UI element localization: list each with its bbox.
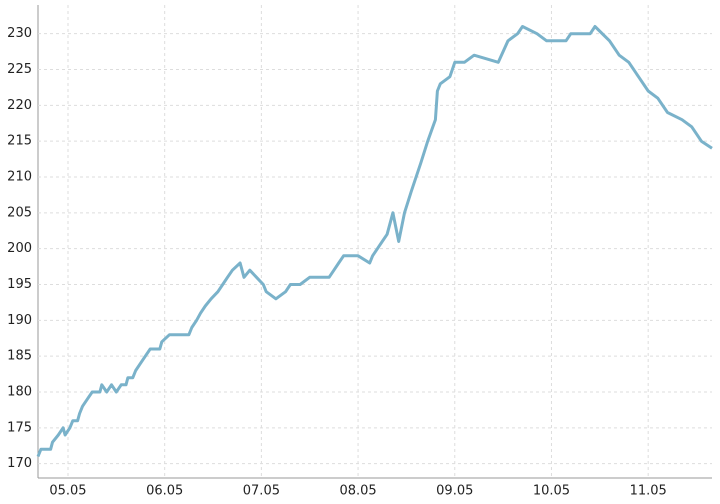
x-tick-label: 11.05 xyxy=(630,484,667,499)
x-tick-label: 05.05 xyxy=(49,484,86,499)
x-tick-label: 08.05 xyxy=(339,484,376,499)
y-tick-label: 210 xyxy=(7,170,32,185)
x-tick-label: 10.05 xyxy=(533,484,570,499)
y-tick-label: 200 xyxy=(7,241,32,256)
y-tick-label: 170 xyxy=(7,456,32,471)
y-tick-label: 190 xyxy=(7,313,32,328)
y-tick-label: 175 xyxy=(7,420,32,435)
x-tick-label: 09.05 xyxy=(436,484,473,499)
y-tick-label: 215 xyxy=(7,134,32,149)
y-tick-label: 180 xyxy=(7,385,32,400)
y-tick-label: 185 xyxy=(7,349,32,364)
y-tick-label: 205 xyxy=(7,205,32,220)
y-tick-label: 220 xyxy=(7,98,32,113)
y-tick-label: 195 xyxy=(7,277,32,292)
y-tick-label: 225 xyxy=(7,62,32,77)
x-tick-label: 07.05 xyxy=(243,484,280,499)
x-tick-label: 06.05 xyxy=(146,484,183,499)
y-tick-label: 230 xyxy=(7,26,32,41)
data-line xyxy=(36,25,713,458)
